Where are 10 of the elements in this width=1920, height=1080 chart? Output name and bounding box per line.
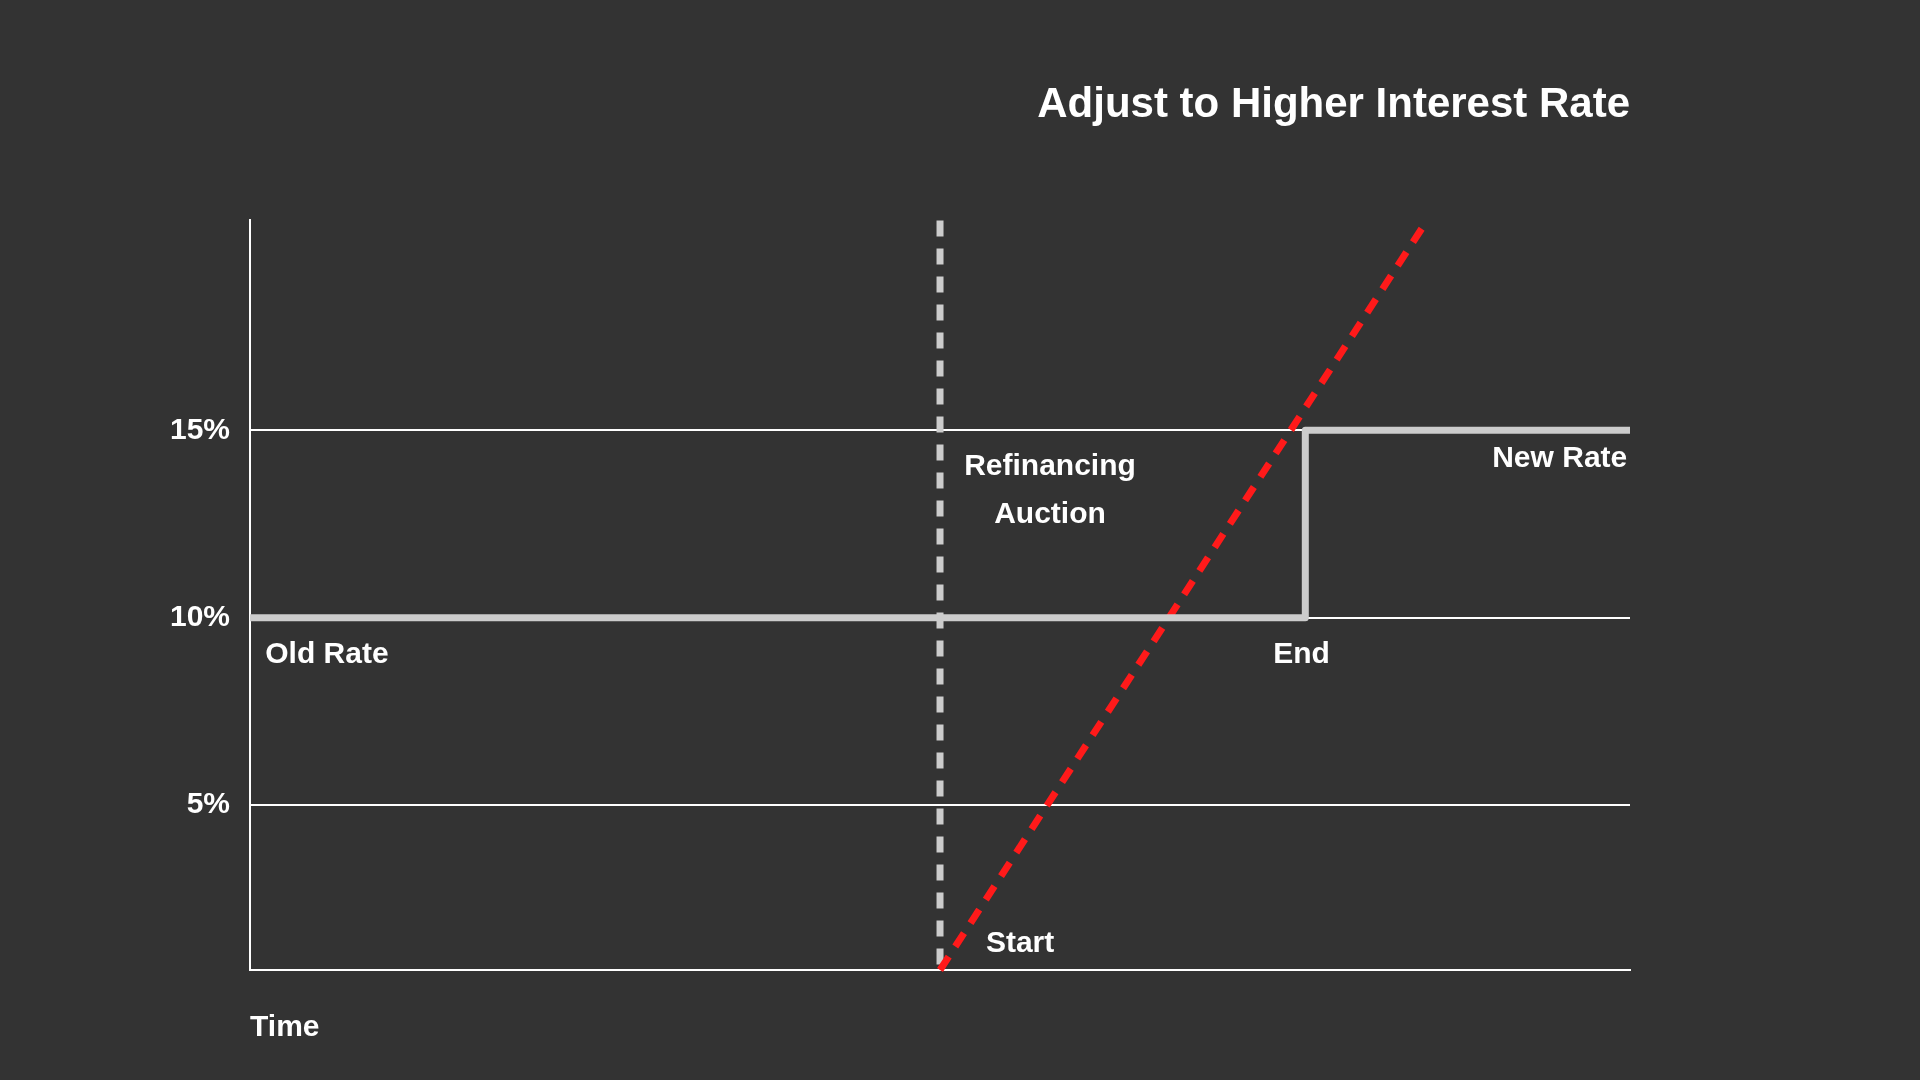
annotation: End xyxy=(1273,636,1330,670)
y-tick-label: 15% xyxy=(170,411,231,445)
y-tick-label: 10% xyxy=(170,598,231,632)
text: Refinancing Auction xyxy=(964,447,1136,529)
chart-title: Adjust to Higher Interest Rate xyxy=(1037,78,1630,126)
x-axis-title: Time xyxy=(250,1009,320,1043)
annotation: Start xyxy=(985,925,1055,959)
annotation: New Rate xyxy=(1492,440,1628,474)
annotation: Old Rate xyxy=(265,636,389,670)
y-tick-label: 5% xyxy=(186,786,231,820)
